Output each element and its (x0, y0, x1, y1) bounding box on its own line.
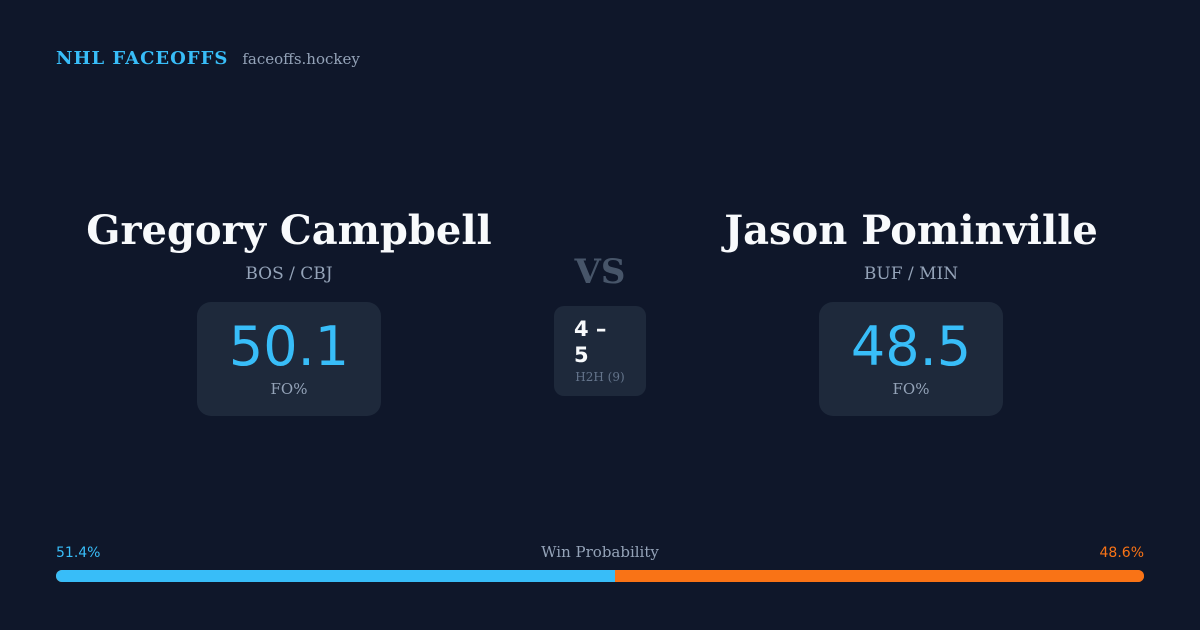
player-left-name: Gregory Campbell (86, 207, 492, 254)
win-probability-labels: 51.4% Win Probability 48.6% (56, 543, 1144, 561)
player-left-stat-card: 50.1 FO% (196, 302, 382, 416)
player-left-fo-value: 50.1 (228, 315, 350, 378)
brand-header: NHL FACEOFFS faceoffs.hockey (56, 48, 360, 69)
matchup-center: VS 4 – 5 H2H (9) (540, 252, 660, 396)
player-left: Gregory Campbell BOS / CBJ 50.1 FO% (9, 205, 569, 416)
h2h-score: 4 – 5 (574, 317, 607, 367)
player-right-fo-label: FO% (892, 380, 930, 398)
player-right-fo-value: 48.5 (850, 315, 972, 378)
h2h-label: H2H (9) (575, 370, 625, 384)
win-probability-title: Win Probability (541, 543, 659, 561)
win-probability-bar (56, 570, 1144, 582)
player-right-stat-card: 48.5 FO% (818, 302, 1004, 416)
brand-site: faceoffs.hockey (242, 50, 360, 68)
player-left-fo-label: FO% (270, 380, 308, 398)
win-probability-fill-left (56, 570, 616, 582)
player-right: Jason Pominville BUF / MIN 48.5 FO% (631, 205, 1191, 416)
h2h-card: 4 – 5 H2H (9) (554, 306, 646, 396)
win-probability-left: 51.4% (56, 545, 101, 561)
win-probability-right: 48.6% (1099, 545, 1144, 561)
player-right-name: Jason Pominville (724, 207, 1098, 254)
player-left-teams: BOS / CBJ (245, 264, 333, 284)
win-probability-fill-right (615, 570, 1144, 582)
player-right-teams: BUF / MIN (863, 264, 959, 284)
vs-label: VS (574, 252, 626, 292)
brand-title: NHL FACEOFFS (56, 48, 229, 69)
